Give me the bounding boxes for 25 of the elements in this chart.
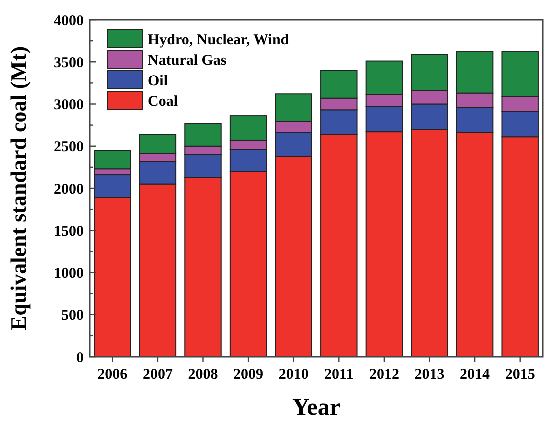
y-tick-label: 2000 — [54, 182, 84, 198]
y-tick-label: 3000 — [54, 98, 84, 114]
x-axis-title: Year — [292, 395, 341, 421]
x-tick-label: 2014 — [460, 367, 491, 383]
y-tick-label: 0 — [76, 350, 84, 366]
x-tick-label: 2011 — [324, 367, 354, 383]
y-tick-label: 2500 — [54, 140, 84, 156]
legend-label: Natural Gas — [148, 52, 227, 69]
x-tick-label: 2010 — [278, 367, 309, 383]
y-tick-label: 4000 — [54, 13, 84, 30]
x-tick-label: 2015 — [505, 367, 536, 383]
legend-label: Oil — [148, 73, 168, 90]
x-tick-label: 2007 — [142, 367, 174, 383]
x-tick-label: 2006 — [98, 367, 128, 383]
y-tick-label: 500 — [62, 308, 84, 324]
x-tick-label: 2012 — [369, 367, 400, 383]
x-tick-label: 2008 — [188, 367, 218, 383]
x-tick-label: 2009 — [234, 367, 264, 383]
y-axis-title: Equivalent standard coal (Mt) — [6, 46, 31, 331]
legend-label: Coal — [148, 94, 178, 110]
y-tick-label: 3500 — [54, 55, 84, 72]
y-tick-label: 1500 — [54, 224, 84, 240]
legend-label: Hydro, Nuclear, Wind — [148, 32, 290, 48]
y-tick-label: 1000 — [54, 266, 84, 282]
x-tick-label: 2013 — [414, 367, 445, 383]
